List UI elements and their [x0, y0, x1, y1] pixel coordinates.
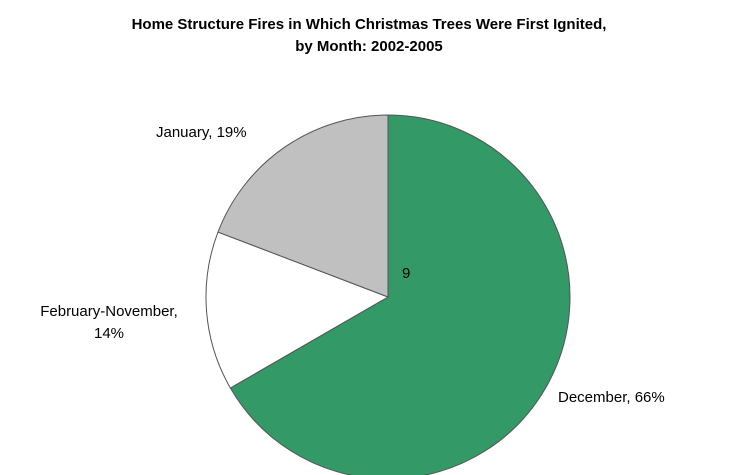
pie-slice-december — [229, 114, 571, 475]
slice-label-december: December, 66% — [558, 389, 665, 406]
center-note: 9 — [402, 265, 410, 282]
chart-title-block: Home Structure Fires in Which Christmas … — [0, 14, 738, 58]
pie-slice-february-november — [205, 231, 390, 389]
slice-label-february-november-line2: 14% — [94, 325, 124, 342]
chart-title: Home Structure Fires in Which Christmas … — [131, 16, 607, 33]
slice-label-january: January, 19% — [156, 124, 247, 141]
pie-slice-january — [217, 114, 389, 298]
chart-subtitle: by Month: 2002-2005 — [295, 38, 443, 55]
slice-label-february-november: February-November, — [40, 303, 178, 320]
